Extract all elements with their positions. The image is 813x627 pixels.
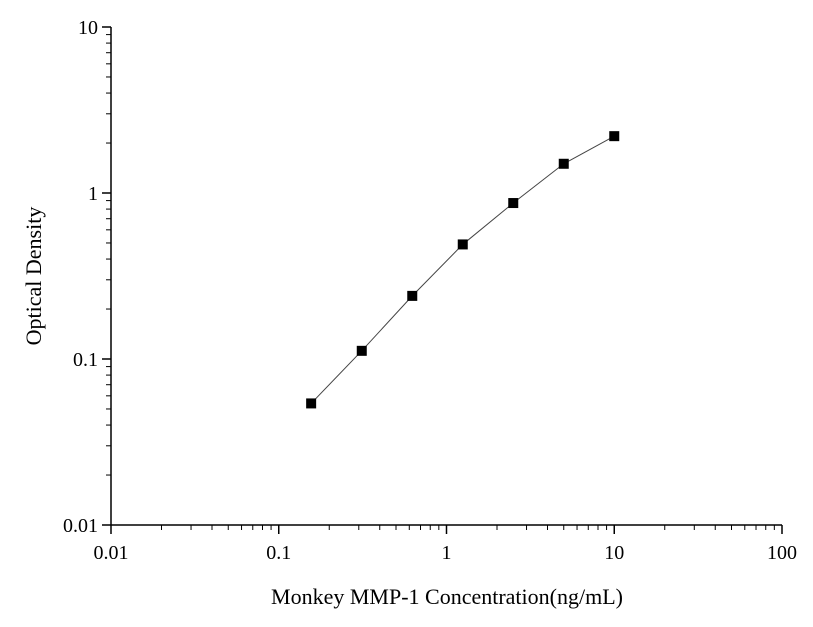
y-axis-title: Optical Density xyxy=(21,207,46,346)
data-point xyxy=(356,345,367,356)
x-tick-label: 0.1 xyxy=(266,542,291,564)
x-tick-label: 0.01 xyxy=(94,542,129,564)
data-point xyxy=(457,239,468,250)
data-point xyxy=(508,198,519,209)
x-tick-label: 1 xyxy=(442,542,452,564)
data-point xyxy=(609,131,620,142)
data-point xyxy=(407,290,418,301)
x-tick-label: 10 xyxy=(604,542,624,564)
y-tick-label: 0.01 xyxy=(63,515,98,537)
y-tick-label: 10 xyxy=(78,17,98,39)
y-tick-label: 0.1 xyxy=(73,349,98,371)
x-tick-label: 100 xyxy=(767,542,797,564)
x-axis-title: Monkey MMP-1 Concentration(ng/mL) xyxy=(271,584,623,609)
y-tick-label: 1 xyxy=(88,183,98,205)
data-point xyxy=(558,158,569,169)
data-line xyxy=(310,135,615,404)
data-point xyxy=(306,398,317,409)
